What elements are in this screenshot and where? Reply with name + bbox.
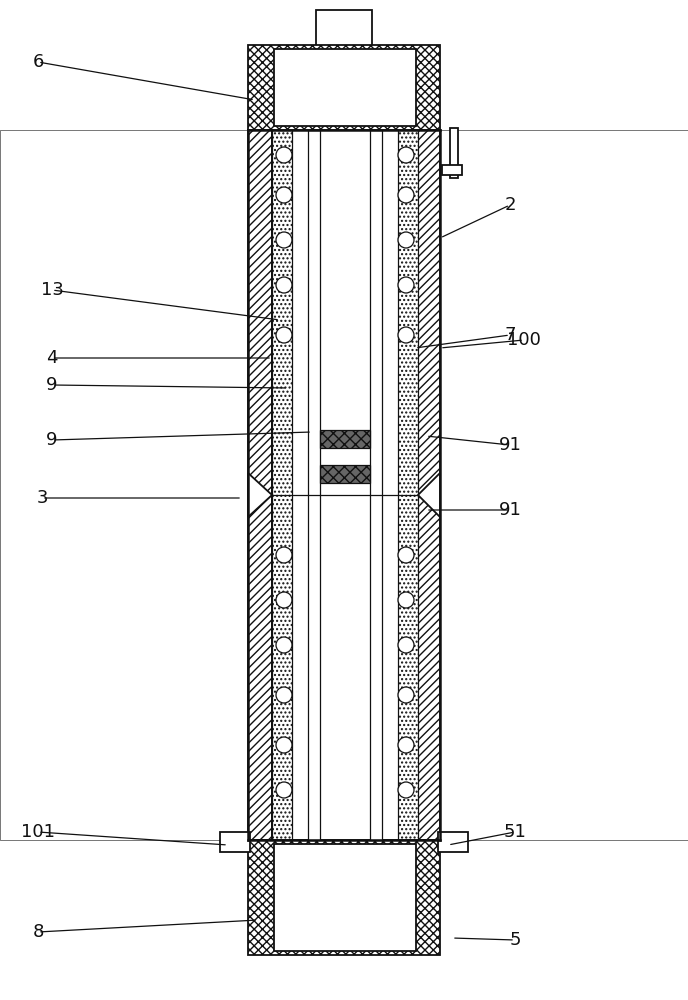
Polygon shape xyxy=(248,473,272,517)
Circle shape xyxy=(398,277,414,293)
Text: 6: 6 xyxy=(32,53,43,71)
Circle shape xyxy=(398,187,414,203)
Bar xyxy=(316,10,372,130)
Bar xyxy=(438,832,468,852)
Bar xyxy=(440,130,688,840)
Bar xyxy=(272,130,292,840)
Text: 7: 7 xyxy=(504,326,516,344)
Circle shape xyxy=(276,277,292,293)
Bar xyxy=(0,130,248,840)
Circle shape xyxy=(276,187,292,203)
Circle shape xyxy=(398,327,414,343)
Text: 8: 8 xyxy=(32,923,43,941)
Bar xyxy=(450,128,458,178)
Circle shape xyxy=(398,687,414,703)
Bar xyxy=(320,430,370,448)
Circle shape xyxy=(398,782,414,798)
Polygon shape xyxy=(418,473,440,517)
Text: 9: 9 xyxy=(46,376,58,394)
Text: 9: 9 xyxy=(46,431,58,449)
Circle shape xyxy=(398,737,414,753)
Circle shape xyxy=(276,327,292,343)
Circle shape xyxy=(398,147,414,163)
Circle shape xyxy=(276,147,292,163)
Text: 91: 91 xyxy=(499,501,522,519)
Bar xyxy=(220,832,250,852)
Bar xyxy=(418,130,440,840)
Bar xyxy=(248,45,440,130)
Bar xyxy=(272,130,418,840)
Text: 13: 13 xyxy=(41,281,63,299)
Bar xyxy=(248,130,272,840)
Circle shape xyxy=(276,737,292,753)
Bar xyxy=(320,130,370,840)
Text: 100: 100 xyxy=(507,331,541,349)
Bar xyxy=(320,465,370,483)
Bar xyxy=(308,130,320,840)
Circle shape xyxy=(398,232,414,248)
Circle shape xyxy=(398,637,414,653)
Circle shape xyxy=(276,547,292,563)
Bar xyxy=(440,130,688,840)
Text: 4: 4 xyxy=(46,349,58,367)
Text: 5: 5 xyxy=(509,931,521,949)
Circle shape xyxy=(276,782,292,798)
Bar xyxy=(370,130,382,840)
Circle shape xyxy=(276,592,292,608)
Bar xyxy=(274,49,416,126)
Text: 101: 101 xyxy=(21,823,55,841)
Circle shape xyxy=(398,592,414,608)
Bar xyxy=(274,844,416,951)
Bar xyxy=(0,130,248,840)
Circle shape xyxy=(276,637,292,653)
Circle shape xyxy=(398,547,414,563)
Text: 51: 51 xyxy=(504,823,526,841)
Circle shape xyxy=(276,687,292,703)
Text: 91: 91 xyxy=(499,436,522,454)
Text: 3: 3 xyxy=(36,489,47,507)
Bar xyxy=(442,165,462,175)
Circle shape xyxy=(276,232,292,248)
Bar xyxy=(398,130,418,840)
Text: 2: 2 xyxy=(504,196,516,214)
Bar xyxy=(248,840,440,955)
